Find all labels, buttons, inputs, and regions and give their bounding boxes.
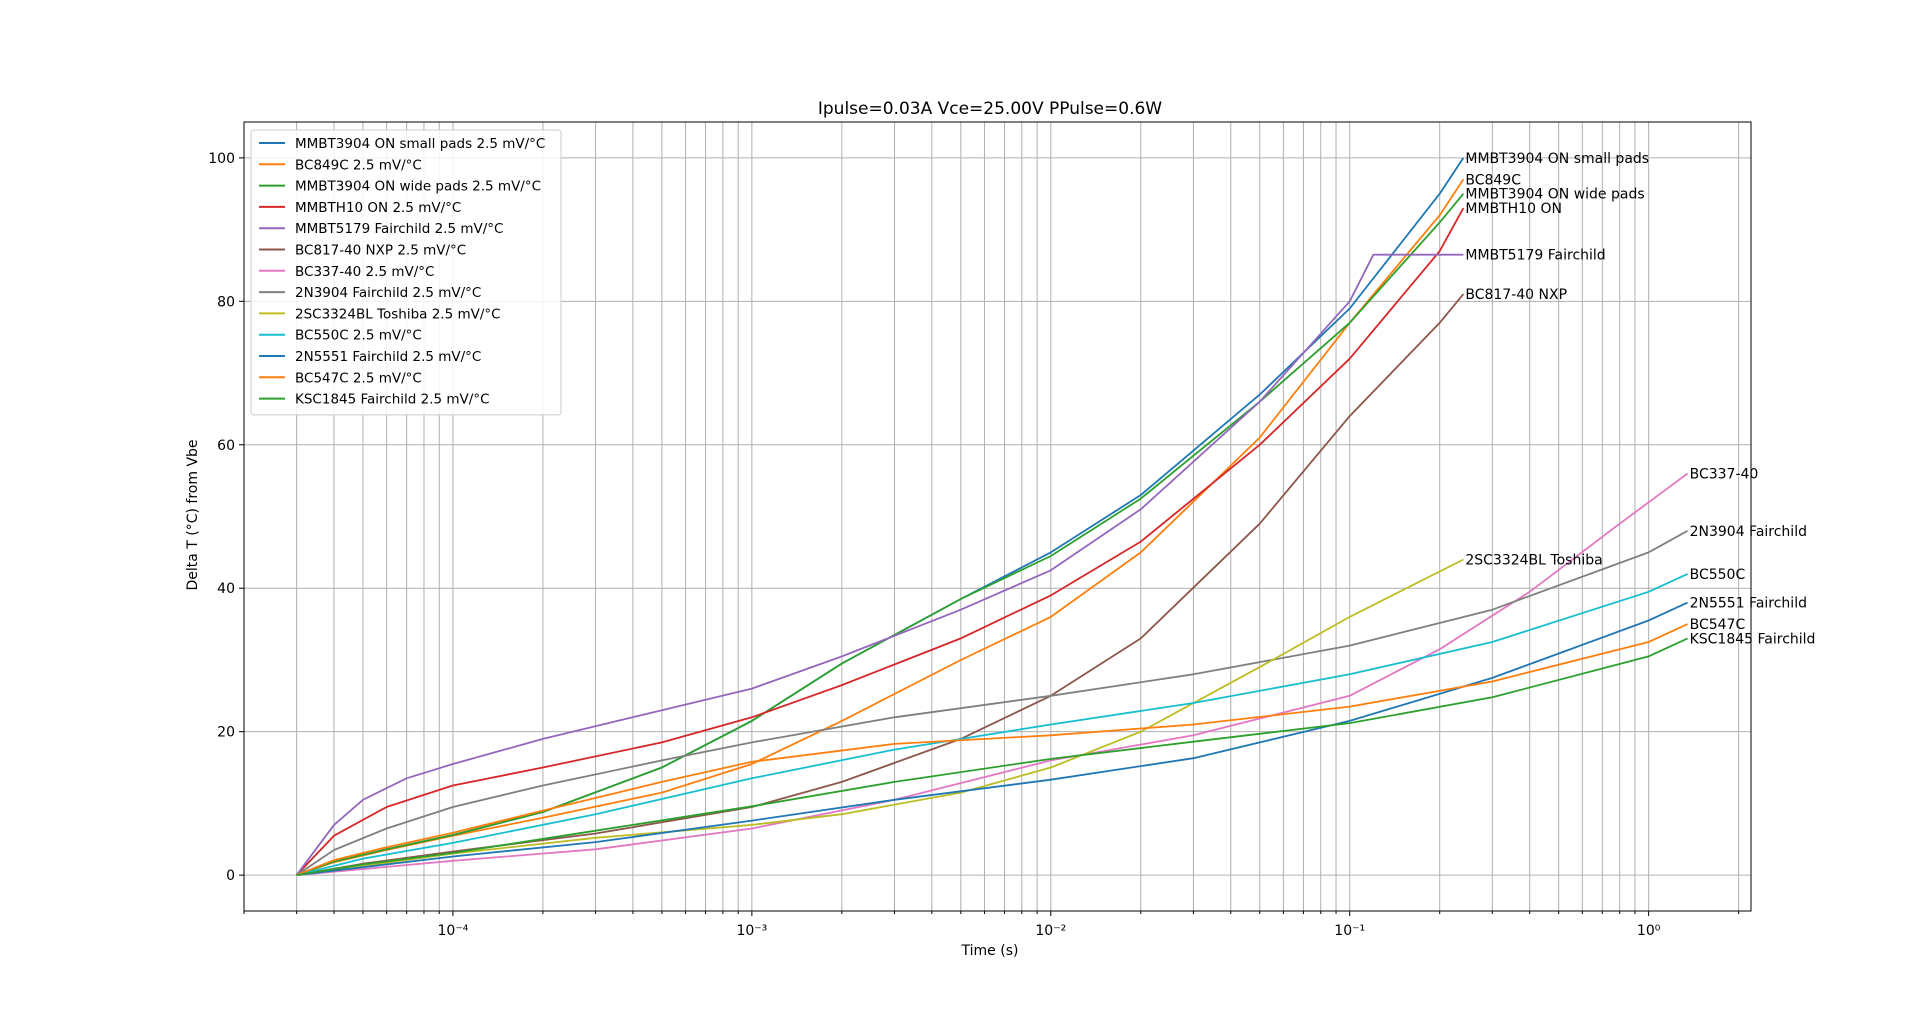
y-tick-label: 60	[217, 438, 235, 454]
series-end-label: 2N3904 Fairchild	[1690, 524, 1807, 540]
series-end-label: BC550C	[1690, 567, 1746, 583]
legend-entry: MMBTH10 ON 2.5 mV/°C	[295, 200, 461, 216]
series-end-label: MMBT3904 ON wide pads	[1465, 187, 1644, 203]
legend-entry: BC337-40 2.5 mV/°C	[295, 264, 434, 280]
series-line	[295, 253, 1464, 876]
legend-entry: MMBT3904 ON wide pads 2.5 mV/°C	[295, 179, 541, 195]
y-tick-label: 40	[217, 581, 235, 597]
legend-entry: MMBT5179 Fairchild 2.5 mV/°C	[295, 221, 503, 237]
x-tick-label: 10⁻²	[1035, 923, 1066, 939]
legend-entry: 2SC3324BL Toshiba 2.5 mV/°C	[295, 306, 501, 322]
series-end-label: BC817-40 NXP	[1465, 287, 1567, 303]
legend-box	[250, 129, 562, 416]
series-end-label: MMBT3904 ON small pads	[1465, 151, 1649, 167]
x-tick-label: 10⁰	[1637, 923, 1661, 939]
series-line	[296, 623, 1688, 876]
legend-entry: BC849C 2.5 mV/°C	[295, 157, 422, 173]
y-tick-label: 20	[217, 725, 235, 741]
legend: MMBT3904 ON small pads 2.5 mV/°C BC849C 2…	[250, 129, 562, 416]
y-tick-label: 80	[217, 294, 235, 310]
series-line	[296, 637, 1688, 876]
y-axis-label: Delta T (°C) from Vbe	[185, 439, 201, 590]
series-line	[296, 472, 1689, 876]
series-end-label: 2SC3324BL Toshiba	[1465, 553, 1602, 569]
y-tick-label: 100	[208, 151, 235, 167]
legend-entry: BC817-40 NXP 2.5 mV/°C	[295, 243, 466, 259]
series-line	[296, 573, 1688, 876]
series-line	[296, 558, 1464, 876]
series-line	[296, 193, 1465, 876]
series-line	[296, 530, 1689, 876]
series-end-label: KSC1845 Fairchild	[1690, 631, 1816, 647]
series-end-label: BC849C	[1465, 172, 1521, 188]
axes-frame	[243, 121, 1752, 912]
series-line	[296, 601, 1688, 876]
x-axis-label: Time (s)	[961, 943, 1019, 959]
x-tick-label: 10⁻³	[736, 923, 767, 939]
series-end-label: MMBTH10 ON	[1465, 201, 1562, 217]
x-tick-label: 10⁻¹	[1334, 923, 1365, 939]
legend-entry: 2N3904 Fairchild 2.5 mV/°C	[295, 285, 481, 301]
series-end-label: BC337-40	[1690, 466, 1759, 482]
legend-entry: BC547C 2.5 mV/°C	[295, 370, 422, 386]
plot-area: 0 20 40 60 80 100 10⁻⁴ 10⁻³ 10⁻² 10⁻¹ 10⁰ MMBT3904 …	[208, 121, 1816, 939]
y-tick-label: 0	[226, 868, 235, 884]
series-end-label: 2N5551 Fairchild	[1690, 596, 1807, 612]
series-end-label: BC547C	[1690, 617, 1746, 633]
chart-title: Ipulse=0.03A Vce=25.00V PPulse=0.6W	[818, 99, 1162, 119]
series-end-label: MMBT5179 Fairchild	[1465, 248, 1605, 264]
legend-entry: BC550C 2.5 mV/°C	[295, 328, 422, 344]
legend-entry: 2N5551 Fairchild 2.5 mV/°C	[295, 349, 481, 365]
legend-entry: MMBT3904 ON small pads 2.5 mV/°C	[295, 136, 545, 152]
series-line	[295, 207, 1465, 876]
x-tick-label: 10⁻⁴	[438, 923, 469, 939]
legend-entry: KSC1845 Fairchild 2.5 mV/°C	[295, 392, 490, 408]
